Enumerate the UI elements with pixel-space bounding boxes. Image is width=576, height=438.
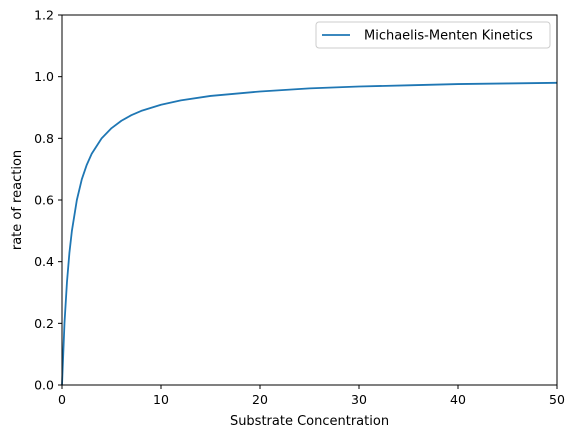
y-tick-label: 1.0 (34, 69, 54, 84)
legend: Michaelis-Menten Kinetics (315, 21, 551, 49)
y-tick-label: 0.6 (34, 193, 54, 208)
y-tick-label: 0.8 (34, 131, 54, 146)
y-tick-label: 1.2 (34, 8, 54, 23)
x-tick-label: 0 (58, 392, 66, 407)
x-tick-label: 20 (252, 392, 268, 407)
series-layer (61, 81, 558, 386)
y-axis-ticks: 0.0 0.2 0.4 0.6 0.8 1.0 1.2 (34, 8, 62, 393)
y-tick-label: 0.0 (34, 378, 54, 393)
plot-background (62, 15, 557, 385)
y-axis-label: rate of reaction (10, 150, 25, 250)
x-tick-label: 50 (549, 392, 565, 407)
y-tick-label: 0.4 (34, 254, 54, 269)
legend-entry-label: Michaelis-Menten Kinetics (364, 29, 533, 44)
x-tick-label: 40 (450, 392, 466, 407)
legend-box (315, 21, 551, 49)
x-tick-label: 10 (153, 392, 169, 407)
x-tick-label: 30 (351, 392, 367, 407)
x-axis-ticks: 0 10 20 30 40 50 (58, 385, 565, 407)
series-line (61, 81, 558, 386)
x-axis-label: Substrate Concentration (230, 414, 389, 429)
y-tick-label: 0.2 (34, 316, 54, 331)
